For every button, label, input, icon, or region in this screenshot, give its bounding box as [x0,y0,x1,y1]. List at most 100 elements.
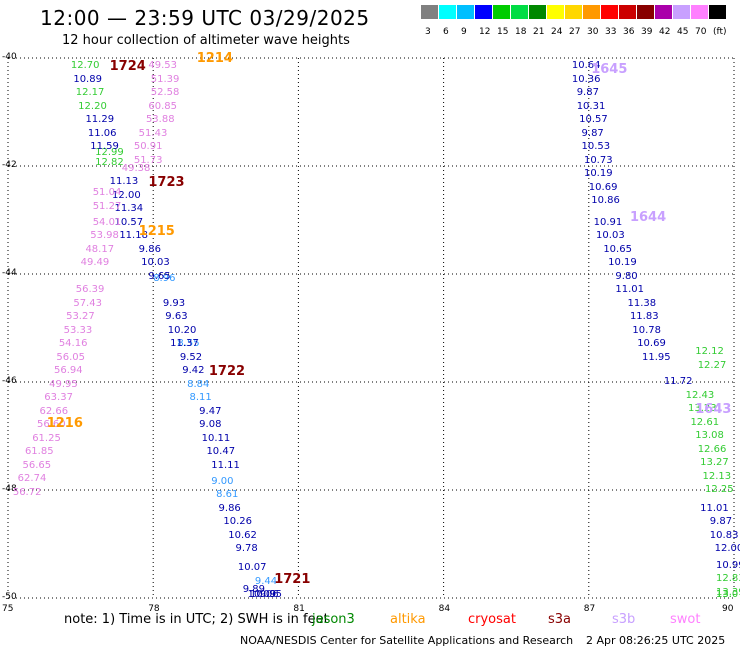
wave-height-label: 11.83 [629,311,659,323]
wave-height-label: 10.36 [571,73,601,85]
wave-height-label: 11.13 [109,176,139,188]
wave-height-label: 53.98 [90,230,119,242]
y-tick-label: -48 [2,484,17,494]
wave-height-label: 9.86 [218,502,241,514]
wave-height-label: 9.78 [235,543,258,555]
wave-height-label: 61.85 [24,446,54,458]
wave-height-label: 51.73 [133,154,163,166]
wave-height-label: 57.43 [73,297,102,309]
wave-height-label: 10.03 [596,230,625,242]
wave-height-label: 13.27 [700,457,729,468]
wave-height-label: 12.82 [95,157,124,169]
pass-time-label: 1722 [208,364,246,380]
wave-height-label: 9.63 [165,311,188,323]
wave-height-label: 9.08 [199,419,222,431]
wave-height-label: 9.00 [211,475,234,487]
page-title: 12:00 — 23:59 UTC 03/29/2025 [40,6,370,30]
wave-height-label: 11.72 [663,376,693,387]
wave-height-label: 51.39 [150,73,180,85]
wave-height-label: 8.61 [216,489,239,501]
wave-height-label: 11.59 [90,141,119,153]
scale-swatch [601,5,618,19]
wave-height-label: 12.61 [690,416,720,428]
wave-height-label: 10.47 [206,446,236,458]
scale-label: 15 [497,27,509,37]
x-tick-label: 75 [2,604,14,614]
wave-height-label: 10.06 [250,589,279,600]
y-tick-label: -42 [2,160,17,170]
wave-height-label: 10.53 [581,141,611,153]
wave-height-label: 9.47 [199,405,222,417]
legend-s3b: s3b [612,612,636,627]
credit-text: NOAA/NESDIS Center for Satellite Applica… [240,634,574,647]
scale-label: 9 [461,27,467,37]
wave-height-label: 12.25 [704,484,734,495]
x-tick-label: 81 [293,604,305,614]
pass-time-label: 1215 [138,223,175,239]
wave-height-label: 9.86 [138,243,161,255]
wave-height-label: 53.33 [63,324,93,336]
legend-swot: swot [670,612,701,627]
scale-label: 24 [551,27,563,37]
wave-height-label: 10.69 [637,338,666,350]
wave-height-label: 13.0 [716,589,739,600]
wave-height-label: 11.06 [87,127,117,139]
wave-height-label: 11.11 [211,459,240,471]
scale-label: 33 [605,27,617,37]
scale-swatch [691,5,708,19]
scale-swatch [457,5,474,19]
wave-height-label: 8.11 [189,392,212,404]
legend-jason3: jason3 [312,612,355,627]
wave-height-label: 50.91 [133,141,163,153]
wave-height-label: 10.09 [247,589,277,600]
wave-height-label: 8.84 [187,378,210,390]
scale-label: 18 [515,27,527,37]
wave-height-label: 12.12 [695,346,724,358]
scale-label: 45 [677,27,689,37]
wave-height-label: 11.01 [615,284,645,296]
wave-height-label: 11.18 [119,230,148,242]
wave-height-label: 9.65 [148,270,171,282]
wave-height-label: 48.17 [85,243,115,255]
y-tick-label: -50 [2,592,17,602]
wave-height-label: 12.66 [697,443,727,455]
wave-height-label: 10.20 [167,324,197,336]
y-tick-label: -44 [2,268,17,278]
wave-height-label: 10.99 [716,559,740,571]
wave-height-label: 11.01 [700,502,729,514]
wave-height-label: 49.95 [49,378,78,390]
wave-height-label: 13.39 [716,586,740,598]
wave-height-label: 10.19 [583,168,613,180]
wave-height-label: 10.03 [141,257,170,269]
scale-swatch [619,5,636,19]
wave-height-label: 61.25 [32,432,61,444]
wave-height-label: 8.96 [153,273,176,285]
wave-height-label: 62.74 [17,473,47,485]
scale-swatch [637,5,654,19]
scale-label: 30 [587,27,599,37]
wave-height-label: 12.99 [95,146,124,158]
scale-swatch [547,5,564,19]
scale-label: 70 [695,27,707,37]
wave-height-label: 9.95 [259,589,282,600]
footer-note: note: 1) Time is in UTC; 2) SWH is in fe… [64,612,329,627]
wave-height-label: 9.87 [576,87,599,99]
wave-height-label: 10.31 [576,100,606,112]
scale-swatch [673,5,690,19]
wave-height-label: 49.49 [80,257,110,269]
legend-altika: altika [390,612,426,627]
wave-height-label: 56.94 [53,365,83,377]
wave-height-label: 51.04 [92,187,122,198]
scale-swatch [439,5,456,19]
wave-height-label: 13.08 [695,430,724,441]
wave-height-label: 9.87 [709,516,733,528]
wave-height-label: 9.87 [581,127,604,139]
wave-height-label: 10.57 [579,114,608,126]
wave-height-label: 53.27 [66,311,95,323]
wave-height-label: 10.83 [709,529,739,541]
scale-label: (ft) [713,27,727,37]
x-tick-label: 84 [438,604,451,614]
y-tick-label: -40 [2,52,17,62]
wave-height-label: 10.62 [228,529,257,541]
